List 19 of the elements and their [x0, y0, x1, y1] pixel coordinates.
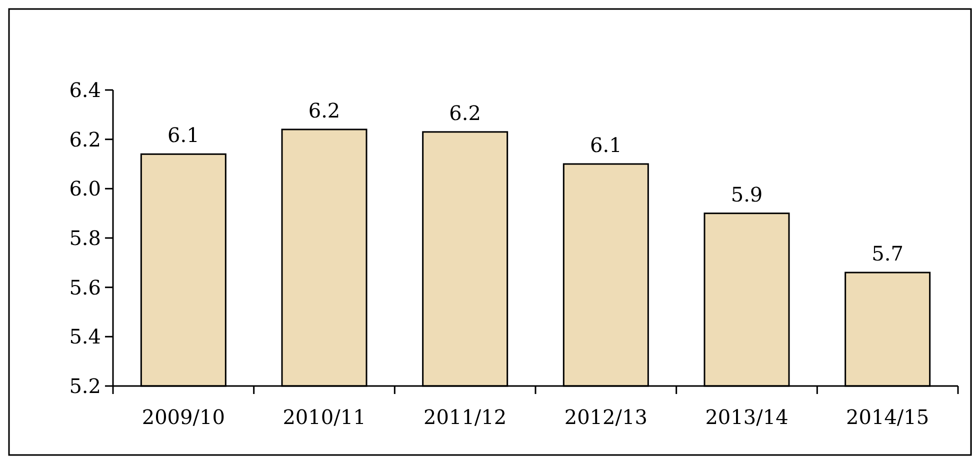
x-tick-label: 2010/11: [282, 405, 366, 429]
x-tick-label: 2011/12: [424, 405, 507, 429]
data-label: 5.9: [730, 182, 763, 206]
x-tick-label: 2012/13: [564, 405, 648, 429]
text: 5.2: [69, 374, 101, 398]
data-label: 5.7: [872, 242, 904, 266]
x-tick-label: 2009/10: [142, 405, 225, 429]
x-tick-label: 2013/14: [705, 405, 788, 429]
text: 5.6: [69, 275, 101, 300]
data-label: 6.1: [590, 133, 622, 157]
text: 5.4: [69, 324, 101, 349]
data-label: 6.1: [168, 123, 200, 148]
text: 6.0: [69, 176, 101, 201]
text: 6.2: [69, 127, 101, 152]
data-label: 6.2: [308, 98, 340, 122]
text: 6.4: [69, 78, 101, 102]
data-label: 6.2: [449, 100, 481, 125]
text: 5.8: [69, 226, 101, 250]
x-tick-label: 2014/15: [846, 405, 930, 429]
